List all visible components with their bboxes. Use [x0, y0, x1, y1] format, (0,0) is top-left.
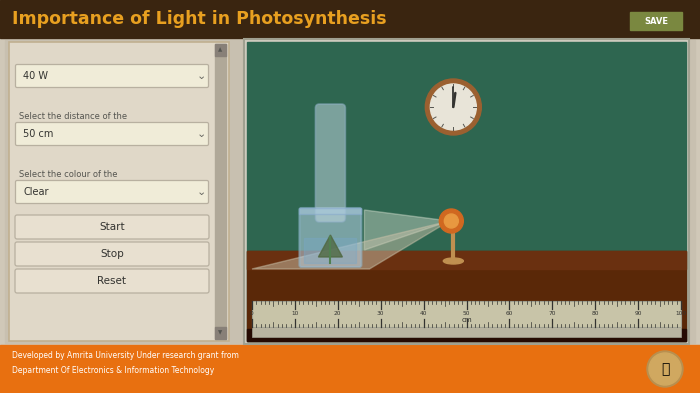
- Text: 0: 0: [250, 311, 254, 316]
- Text: Reset: Reset: [97, 276, 127, 286]
- Text: Select the colour of the: Select the colour of the: [19, 170, 118, 179]
- Bar: [247, 251, 686, 269]
- FancyBboxPatch shape: [300, 208, 361, 267]
- Bar: [247, 42, 686, 341]
- Text: ⌄: ⌄: [196, 71, 206, 81]
- Text: 60: 60: [505, 311, 513, 316]
- FancyBboxPatch shape: [15, 123, 209, 145]
- Text: ⌄: ⌄: [196, 129, 206, 139]
- Text: Importance of Light in Photosynthesis: Importance of Light in Photosynthesis: [12, 10, 386, 28]
- Polygon shape: [318, 235, 342, 257]
- Text: 70: 70: [549, 311, 556, 316]
- Text: Developed by Amrita University Under research grant from
Department Of Electroni: Developed by Amrita University Under res…: [12, 351, 239, 375]
- FancyBboxPatch shape: [15, 215, 209, 239]
- FancyBboxPatch shape: [15, 64, 209, 88]
- Circle shape: [426, 79, 482, 135]
- Text: 40: 40: [420, 311, 427, 316]
- Bar: [215, 44, 226, 56]
- Circle shape: [649, 353, 681, 385]
- FancyBboxPatch shape: [316, 104, 345, 222]
- Text: cm: cm: [461, 317, 472, 323]
- Bar: [0, 345, 700, 393]
- Polygon shape: [365, 210, 449, 250]
- Text: 30: 30: [377, 311, 384, 316]
- Text: SAVE: SAVE: [644, 17, 668, 26]
- Bar: [247, 251, 686, 341]
- Text: 🏛: 🏛: [661, 362, 669, 376]
- Bar: [215, 327, 226, 339]
- Text: Clear: Clear: [23, 187, 48, 197]
- Text: 90: 90: [634, 311, 642, 316]
- Bar: [247, 329, 686, 341]
- Bar: [215, 44, 226, 339]
- Text: filter:: filter:: [19, 182, 41, 191]
- Circle shape: [430, 84, 476, 130]
- Bar: [0, 0, 700, 38]
- Text: 10: 10: [291, 311, 299, 316]
- Text: ▼: ▼: [218, 331, 223, 336]
- Text: ⌄: ⌄: [196, 187, 206, 197]
- FancyBboxPatch shape: [15, 269, 209, 293]
- FancyBboxPatch shape: [15, 242, 209, 266]
- Bar: [244, 39, 689, 344]
- Circle shape: [440, 209, 463, 233]
- Ellipse shape: [443, 258, 463, 264]
- Text: 50 cm: 50 cm: [23, 129, 53, 139]
- Text: Stop: Stop: [100, 249, 124, 259]
- Bar: [630, 12, 682, 30]
- Text: Select the distance of the: Select the distance of the: [19, 112, 127, 121]
- Text: Start: Start: [99, 222, 125, 232]
- Bar: [304, 238, 356, 263]
- Polygon shape: [252, 221, 449, 269]
- Text: power source:: power source:: [19, 124, 78, 133]
- Text: ▲: ▲: [218, 48, 223, 53]
- Text: 50: 50: [463, 311, 470, 316]
- Text: 40 W: 40 W: [23, 71, 48, 81]
- Text: 80: 80: [592, 311, 599, 316]
- Bar: [252, 327, 681, 337]
- FancyBboxPatch shape: [15, 180, 209, 204]
- Bar: [300, 208, 361, 214]
- Bar: [9, 42, 229, 341]
- Bar: [5, 40, 695, 343]
- Circle shape: [444, 214, 458, 228]
- Text: 20: 20: [334, 311, 342, 316]
- Text: 100: 100: [676, 311, 687, 316]
- Text: Select the power source:: Select the power source:: [19, 66, 124, 75]
- Circle shape: [647, 351, 683, 387]
- Bar: [252, 301, 681, 327]
